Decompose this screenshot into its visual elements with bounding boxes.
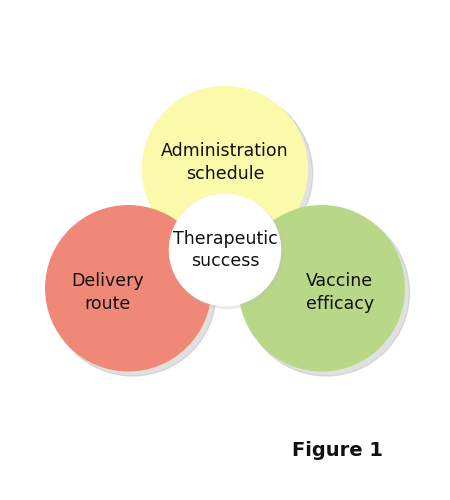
Text: Vaccine
efficacy: Vaccine efficacy <box>306 272 374 313</box>
Text: Administration
schedule: Administration schedule <box>161 142 289 182</box>
Circle shape <box>45 205 212 372</box>
Text: Figure 1: Figure 1 <box>292 441 383 460</box>
Circle shape <box>169 194 281 306</box>
Text: Therapeutic
success: Therapeutic success <box>173 230 277 270</box>
Text: Delivery
route: Delivery route <box>72 272 144 313</box>
Circle shape <box>238 205 405 372</box>
Circle shape <box>142 86 308 252</box>
Circle shape <box>146 90 313 257</box>
Circle shape <box>243 210 410 376</box>
Circle shape <box>50 210 216 376</box>
Circle shape <box>171 196 284 308</box>
